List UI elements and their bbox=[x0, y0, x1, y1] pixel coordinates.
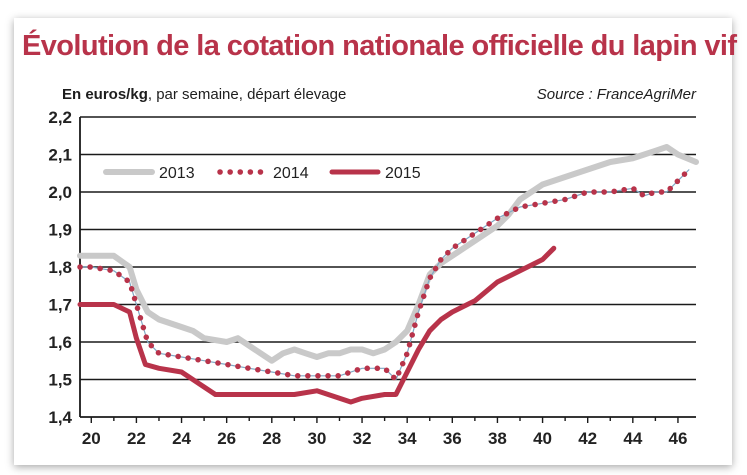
series-line-2013 bbox=[77, 144, 699, 364]
y-tick-label: 1,5 bbox=[48, 371, 72, 390]
x-tick-label: 46 bbox=[668, 429, 687, 448]
chart-card bbox=[14, 18, 732, 465]
x-tick-label: 44 bbox=[623, 429, 642, 448]
y-tick-label: 1,8 bbox=[48, 258, 72, 277]
series-line-2015 bbox=[77, 245, 557, 405]
y-tick-label: 1,7 bbox=[48, 296, 72, 315]
x-tick-label: 24 bbox=[172, 429, 191, 448]
x-tick-label: 30 bbox=[307, 429, 326, 448]
x-tick-label: 32 bbox=[353, 429, 372, 448]
series-layer bbox=[77, 144, 699, 405]
y-tick-label: 1,4 bbox=[48, 408, 72, 427]
y-tick-label: 2,2 bbox=[48, 108, 72, 127]
grid-lines bbox=[80, 116, 696, 381]
legend-label-2014: 2014 bbox=[273, 165, 309, 182]
series-line-2014 bbox=[77, 166, 692, 383]
y-tick-label: 2,1 bbox=[48, 146, 72, 165]
legend: 2013 2014 2015 bbox=[103, 165, 421, 182]
x-tick-label: 20 bbox=[82, 429, 101, 448]
x-tick-label: 28 bbox=[262, 429, 281, 448]
chart-title: Évolution de la cotation nationale offic… bbox=[22, 30, 737, 62]
x-tick-label: 38 bbox=[488, 429, 507, 448]
x-tick-label: 36 bbox=[443, 429, 462, 448]
y-tick-labels: 1,4 1,5 1,6 1,7 1,8 1,9 2,0 2,1 2,2 bbox=[48, 108, 72, 427]
source-label: Source : FranceAgriMer bbox=[536, 86, 696, 103]
x-tick-label: 22 bbox=[127, 429, 146, 448]
chart-subtitle: En euros/kg, par semaine, départ élevage bbox=[62, 86, 346, 103]
y-tick-label: 2,0 bbox=[48, 183, 72, 202]
unit-label: En euros/kg bbox=[62, 86, 148, 103]
x-tick-label: 40 bbox=[533, 429, 552, 448]
legend-label-2013: 2013 bbox=[159, 165, 195, 182]
x-tick-label: 34 bbox=[398, 429, 417, 448]
legend-label-2015: 2015 bbox=[385, 165, 421, 182]
x-tick-labels: 20 22 24 26 28 30 32 34 36 38 40 42 44 46 bbox=[82, 429, 688, 448]
x-tick-label: 42 bbox=[578, 429, 597, 448]
period-label: , par semaine, départ élevage bbox=[147, 86, 347, 103]
y-tick-label: 1,6 bbox=[48, 333, 72, 352]
x-tick-label: 26 bbox=[217, 429, 236, 448]
y-tick-label: 1,9 bbox=[48, 221, 72, 240]
